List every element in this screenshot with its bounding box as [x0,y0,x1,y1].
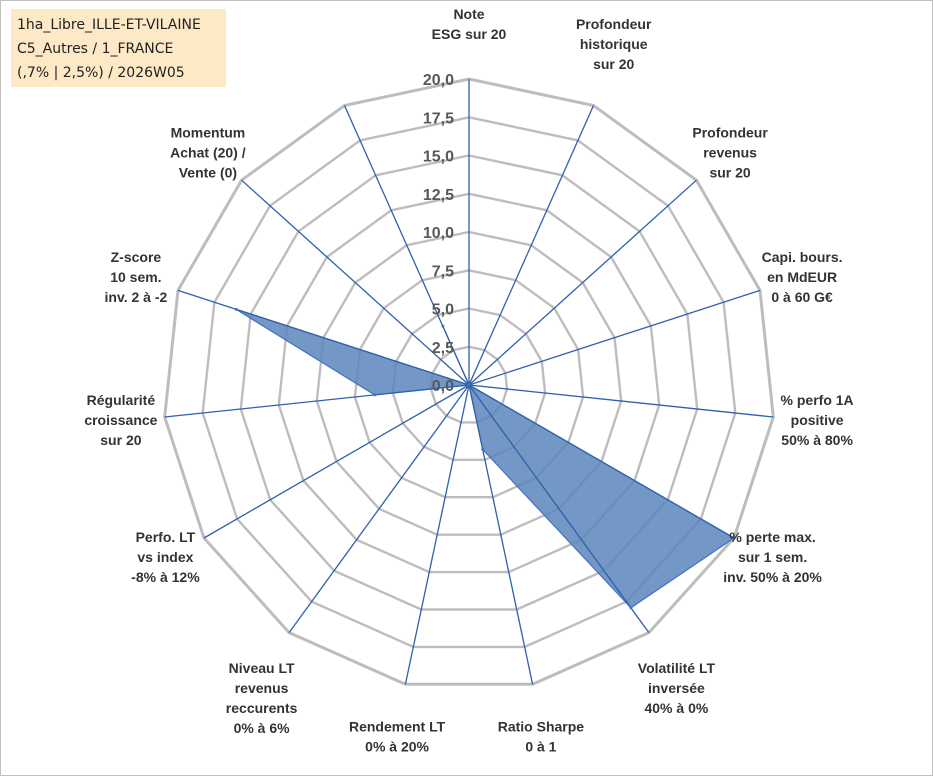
axis-label-line: Note [453,6,484,22]
tick-label-7: 17,5 [423,110,454,127]
axis-label-0: Note ESG sur 20 [432,6,507,42]
axis-spoke-1 [468,105,595,386]
info-line-1: 1ha_Libre_ILLE-ET-VILAINE [17,17,201,33]
axis-spoke-13 [241,179,470,386]
axis-label-line: Achat (20) / [170,145,246,161]
data-point-14 [441,324,445,328]
tick-label-2: 5,0 [432,302,454,319]
axis-label-13: Momentum Achat (20) / Vente (0) [170,125,246,181]
axis-spoke-3 [468,289,761,386]
axis-label-2: Profondeur revenus sur 20 [692,125,768,181]
tick-label-3: 7,5 [432,263,454,280]
axis-label-line: inv. 2 à -2 [105,289,168,305]
grid-ring-3 [353,269,585,499]
axis-label-12: Z-score 10 sem. inv. 2 à -2 [105,249,168,305]
grid-ring-5 [277,192,661,574]
data-point-13 [467,383,471,387]
axis-label-line: inversée [648,680,705,696]
axis-label-line: reccurents [226,700,298,716]
axis-spoke-14 [343,105,470,386]
grid-ring-6 [239,154,699,611]
axis-label-7: Ratio Sharpe 0 à 1 [498,718,585,754]
axis-label-1: Profondeur historique sur 20 [576,16,652,72]
info-line-2: C5_Autres / 1_FRANCE [17,41,174,57]
axis-label-line: Profondeur [576,16,652,32]
axis-spoke-6 [468,384,650,633]
data-point-6 [629,606,633,610]
axis-label-line: positive [791,412,844,428]
axis-label-line: Perfo. LT [136,529,196,545]
tick-label-5: 12,5 [423,187,454,204]
axis-spoke-7 [468,384,534,685]
axis-label-line: sur 20 [100,432,141,448]
tick-label-8: 20,0 [423,72,454,89]
axis-label-line: Rendement LT [349,718,446,734]
grid-ring-1 [429,345,509,424]
axis-label-line: Momentum [171,125,246,141]
axis-spoke-12 [177,289,470,386]
axis-label-line: revenus [235,680,289,696]
axis-label-line: historique [580,36,648,52]
axis-label-11: Régularité croissance sur 20 [84,392,157,448]
axis-label-line: % perte max. [729,529,815,545]
data-point-12 [234,307,238,311]
axis-label-line: Vente (0) [179,165,237,181]
axis-label-4: % perfo 1A positive 50% à 80% [781,392,854,448]
axis-spoke-5 [468,384,735,539]
axis-spoke-11 [164,384,470,418]
axis-label-line: vs index [137,549,193,565]
axis-spoke-2 [468,179,697,386]
axis-label-line: 0 à 60 G€ [771,289,833,305]
axis-label-line: Niveau LT [229,660,295,676]
axis-spoke-4 [468,384,774,418]
axis-label-6: Volatilité LT inversée 40% à 0% [638,660,716,716]
axis-label-line: 10 sem. [110,269,161,285]
axis-label-line: 0% à 6% [234,720,291,736]
axis-label-line: 0% à 20% [365,738,429,754]
axis-label-line: Profondeur [692,125,768,141]
axis-label-line: Capi. bours. [762,249,843,265]
axis-label-5: % perte max. sur 1 sem. inv. 50% à 20% [723,529,822,585]
axis-label-line: sur 1 sem. [738,549,807,565]
data-point-11 [373,393,377,397]
grid-ring-2 [391,307,547,461]
data-point-5 [732,536,736,540]
tick-label-0: 0,0 [432,378,454,395]
axis-label-8: Rendement LT 0% à 20% [349,718,446,754]
tick-label-1: 2,5 [432,340,454,357]
axis-label-line: 50% à 80% [781,432,853,448]
tick-label-4: 10,0 [423,225,454,242]
grid-ring-4 [315,230,623,536]
axis-label-line: sur 20 [709,165,750,181]
tick-label-6: 15,0 [423,149,454,166]
axis-label-3: Capi. bours. en MdEUR 0 à 60 G€ [762,249,843,305]
info-line-3: (,7% | 2,5%) / 2026W05 [17,65,185,81]
grid-ring-7 [201,116,737,649]
axis-label-line: inv. 50% à 20% [723,569,822,585]
axis-label-line: -8% à 12% [131,569,200,585]
info-box: 1ha_Libre_ILLE-ET-VILAINE C5_Autres / 1_… [11,9,226,87]
axis-label-line: Volatilité LT [638,660,716,676]
axis-label-line: Ratio Sharpe [498,718,585,734]
axis-spoke-9 [288,384,470,633]
axis-label-line: en MdEUR [767,269,837,285]
axis-label-line: ESG sur 20 [432,26,507,42]
axis-label-line: Régularité [87,392,156,408]
axis-label-line: % perfo 1A [781,392,854,408]
grid-ring-8 [163,77,775,686]
axis-spoke-10 [203,384,470,539]
axis-label-line: 0 à 1 [525,738,556,754]
axis-label-9: Niveau LT revenus reccurents 0% à 6% [226,660,298,736]
axis-spoke-8 [404,384,470,685]
data-point-7 [481,447,485,451]
axis-label-line: 40% à 0% [644,700,708,716]
axis-label-10: Perfo. LT vs index -8% à 12% [131,529,200,585]
axis-label-line: sur 20 [593,56,634,72]
axis-label-line: Z-score [111,249,162,265]
axis-label-line: croissance [84,412,157,428]
axis-label-line: revenus [703,145,757,161]
